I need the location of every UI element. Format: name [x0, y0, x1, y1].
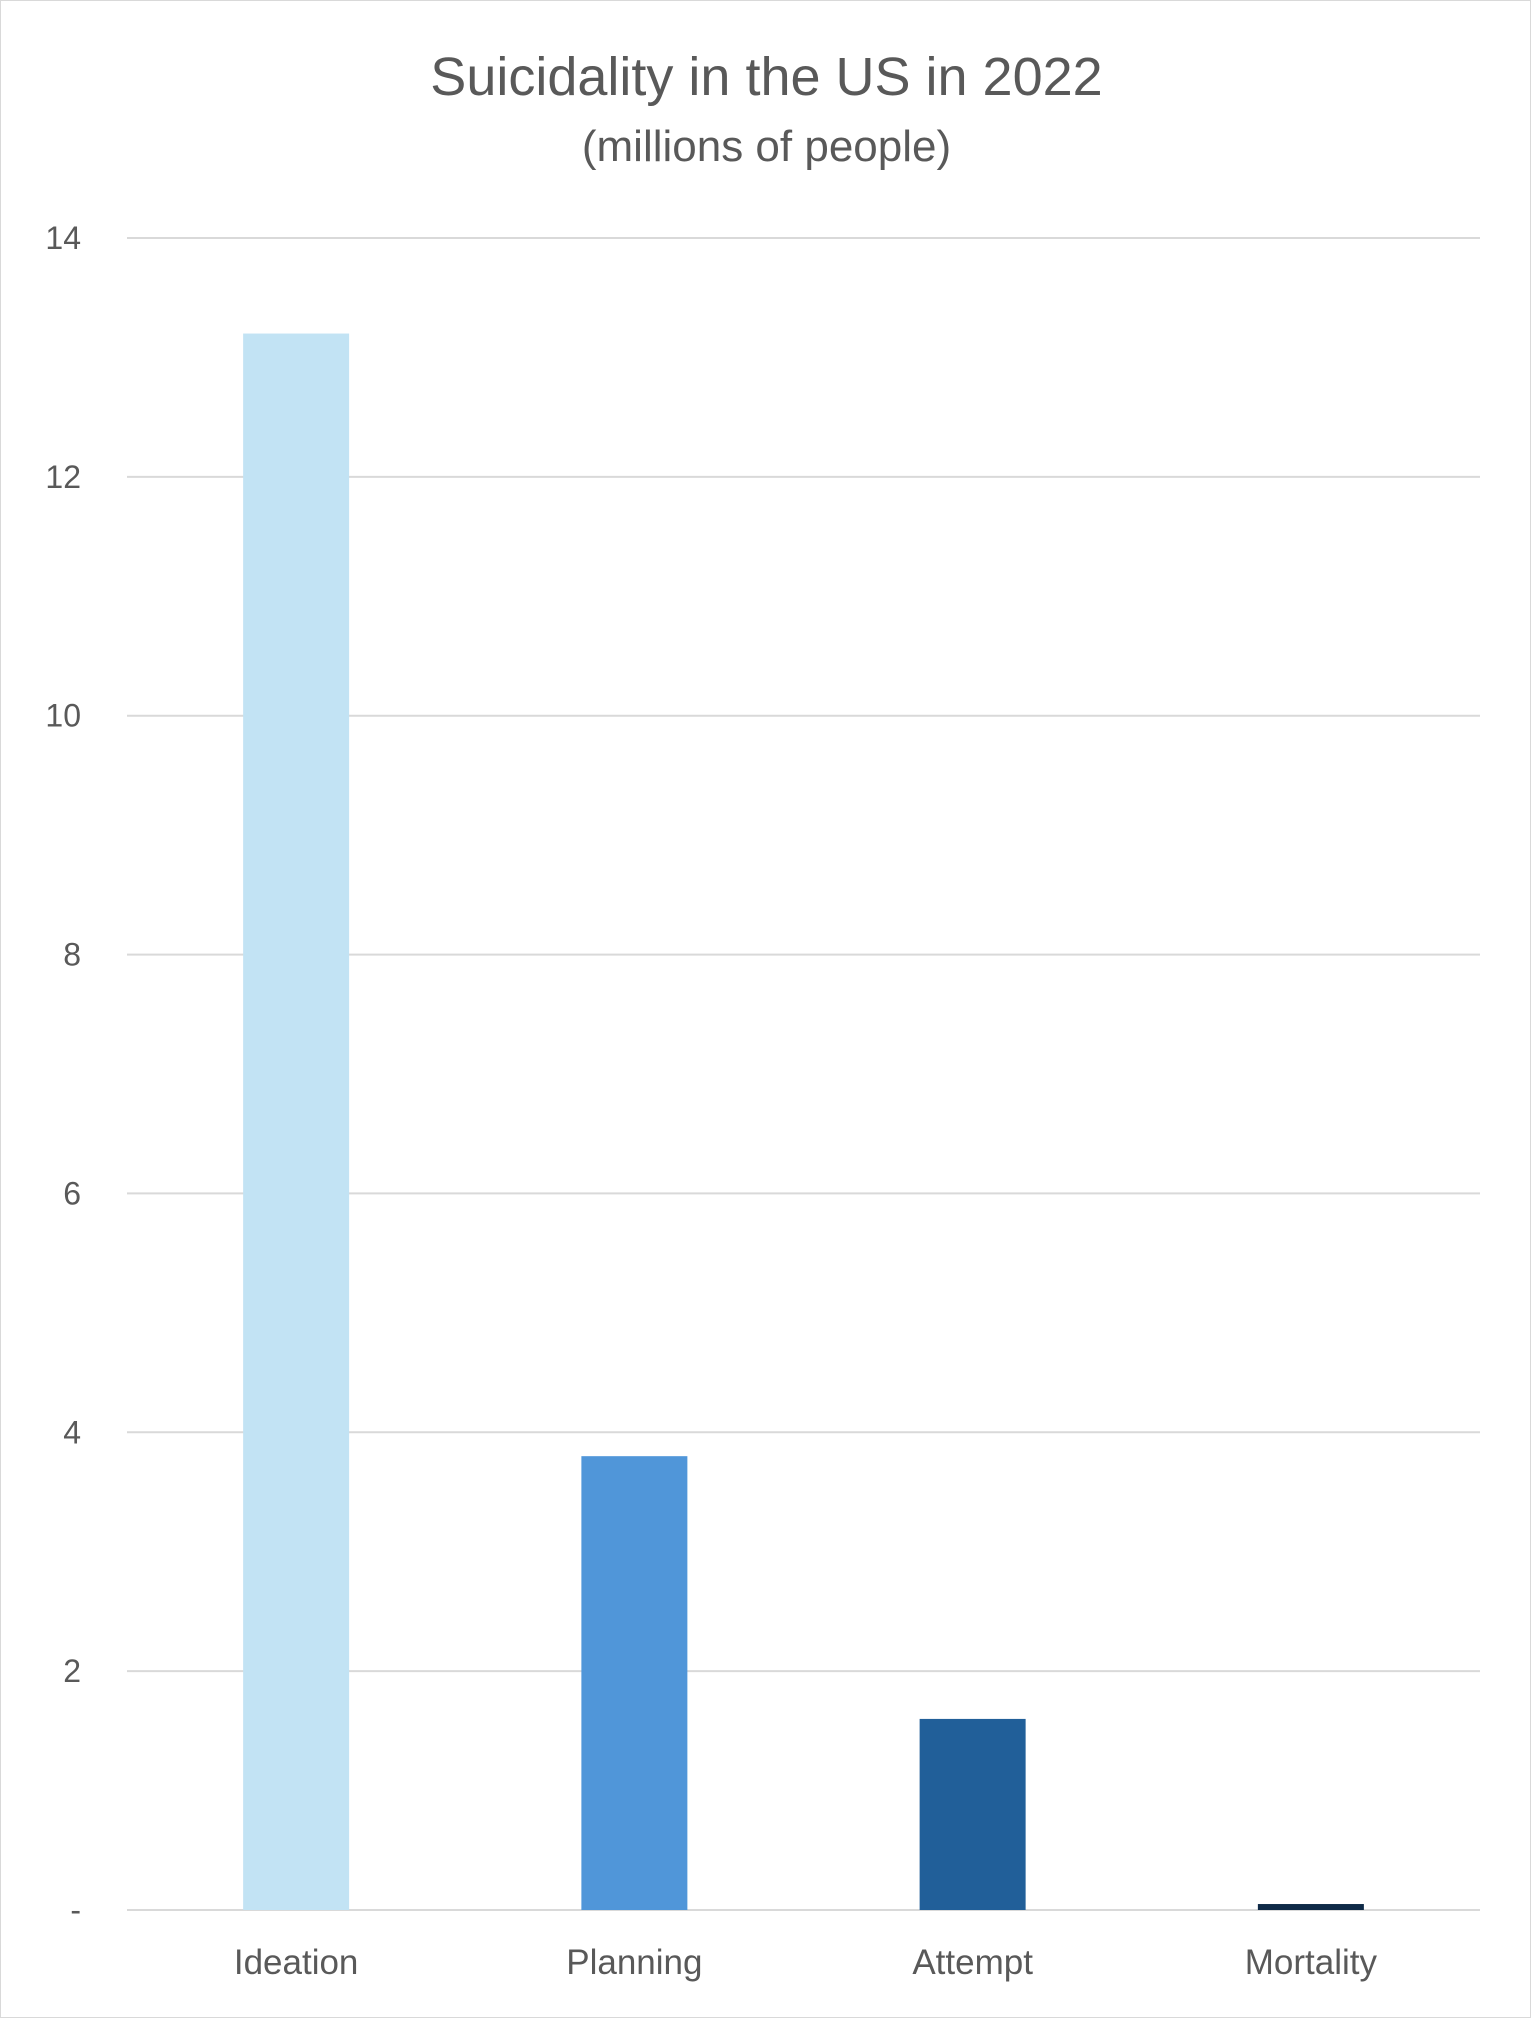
bar-planning [581, 1456, 688, 1910]
x-category-label: Planning [566, 1943, 702, 1982]
y-tick-label: 14 [45, 220, 81, 256]
bars [243, 333, 1364, 1910]
x-category-label: Ideation [234, 1943, 359, 1982]
y-tick-label: 8 [63, 937, 81, 973]
y-tick-label: 4 [63, 1414, 81, 1450]
x-axis-category-labels: Ideation Planning Attempt Mortality [234, 1943, 1378, 1982]
chart-title: Suicidality in the US in 2022 [430, 47, 1103, 107]
y-tick-label: 12 [45, 459, 81, 495]
x-category-label: Attempt [912, 1943, 1033, 1982]
bar-mortality [1257, 1904, 1364, 1910]
y-axis-tick-labels: - 2 4 6 8 10 12 14 [45, 220, 81, 1928]
bar-ideation [243, 333, 350, 1910]
gridlines [127, 237, 1480, 1911]
y-tick-label: 6 [63, 1175, 81, 1211]
y-tick-label: 10 [45, 698, 81, 734]
y-tick-label: - [70, 1892, 81, 1928]
bar-attempt [919, 1718, 1026, 1910]
y-tick-label: 2 [63, 1653, 81, 1689]
chart-subtitle: (millions of people) [581, 122, 952, 171]
x-category-label: Mortality [1245, 1943, 1378, 1982]
